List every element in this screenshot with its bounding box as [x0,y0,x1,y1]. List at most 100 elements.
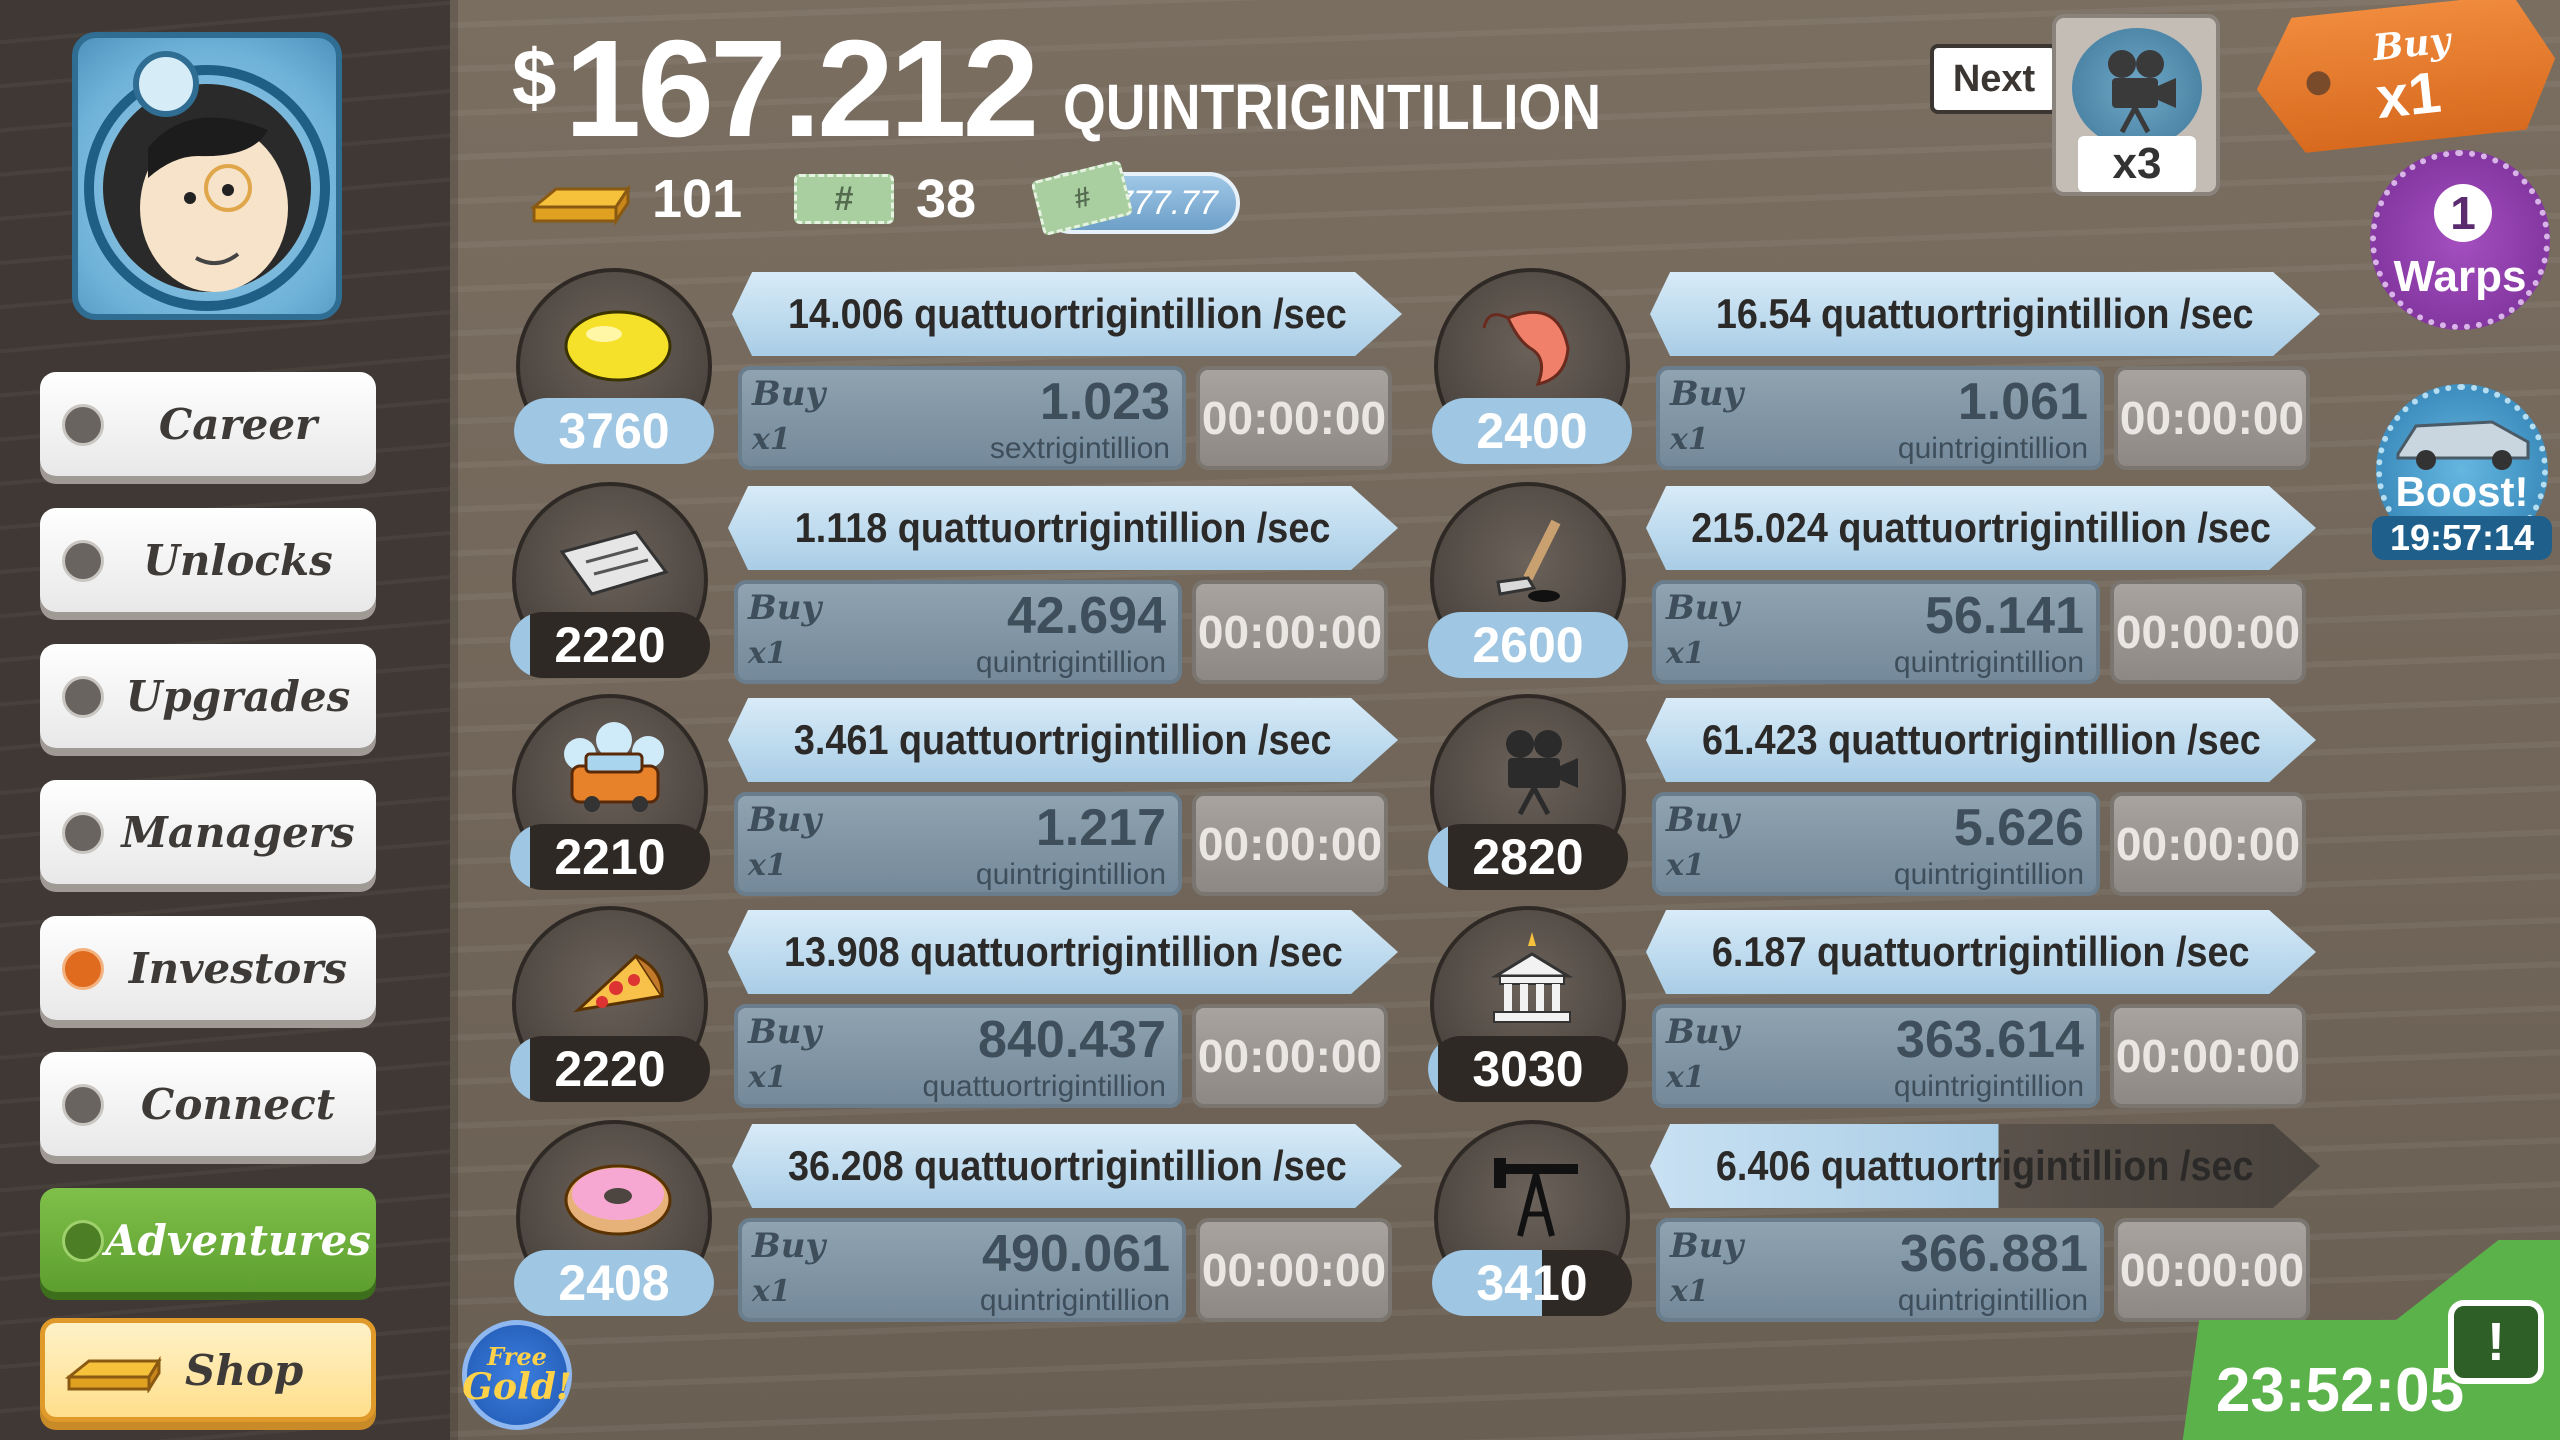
business-owned-count: 2220 [510,612,710,678]
unlocks-button[interactable]: Unlocks [40,508,376,612]
money-unit: QUINTRIGINTILLION [1063,71,1602,143]
business-timer: 00:00:00 [2110,792,2306,896]
owned-count: 2400 [1476,403,1588,459]
business-buy-button[interactable]: Buy x1 56.141 quintrigintillion [1652,580,2100,684]
rate-text: 6.187 quattuortrigintillion /sec [1712,928,2250,975]
buy-quantity: x1 [1670,422,1709,457]
connect-button[interactable]: Connect [40,1052,376,1156]
gold-count: 101 [652,169,743,229]
rate-text: 14.006 quattuortrigintillion /sec [787,290,1347,337]
business-progress-fill [1428,1036,1438,1102]
buy-label: Buy [1670,1226,1744,1266]
warps-label: Warps [2393,252,2527,301]
buy-label: Buy [748,800,822,840]
business-bank: 3030 6.187 quattuortrigintillion /sec Bu… [1428,906,2330,1116]
business-buy-button[interactable]: Buy x1 490.061 quintrigintillion [738,1218,1186,1322]
business-timer: 00:00:00 [2110,1004,2306,1108]
avatar[interactable] [72,32,342,320]
business-timer: 00:00:00 [2114,366,2310,470]
buy-label: Buy [1666,1012,1740,1052]
next-unlock-card[interactable]: x3 [2052,14,2220,196]
movie-camera-icon [1506,730,1578,816]
owned-count: 3030 [1472,1041,1584,1097]
business-buy-button[interactable]: Buy x1 363.614 quintrigintillion [1652,1004,2100,1108]
career-button[interactable]: Career [40,372,376,476]
money-amount: 167.212 [564,12,1040,166]
business-owned-count: 2600 [1428,612,1628,678]
donut-icon [564,1164,672,1236]
business-timer: 00:00:00 [1192,792,1388,896]
buy-quantity: x1 [748,848,787,883]
warps-button[interactable]: 1 Warps [2370,150,2550,330]
buy-cost-unit: quintrigintillion [1893,858,2084,891]
sidebar: Career Unlocks Upgrades Managers Investo… [0,0,450,1440]
car-wash-icon [564,722,664,812]
buy-label: Buy [1666,588,1740,628]
business-progress-fill [1428,824,1448,890]
time-machine-car-icon [2396,420,2530,470]
buy-cost: 1.023 [1039,373,1170,431]
adventures-label: Adventures [104,1215,372,1265]
buy-label: Buy [748,1012,822,1052]
shop-button[interactable]: Shop [40,1318,376,1422]
buy-cost: 490.061 [982,1225,1170,1283]
rate-text: 13.908 quattuortrigintillion /sec [783,928,1343,975]
rate-text: 1.118 quattuortrigintillion /sec [795,504,1331,551]
buy-quantity: x1 [1666,848,1705,883]
business-buy-button[interactable]: Buy x1 840.437 quattuortrigintillion [734,1004,1182,1108]
boost-button[interactable]: Boost! 19:57:14 [2372,384,2552,560]
buy-quantity: x1 [1666,1060,1705,1095]
career-indicator [62,404,104,446]
gold-counter[interactable]: 101 [526,168,742,230]
business-lemonade: 3760 14.006 quattuortrigintillion /sec B… [514,268,1416,478]
free-gold-line1: Free [487,1342,547,1371]
managers-button[interactable]: Managers [40,780,376,884]
rate-text: 3.461 quattuortrigintillion /sec [794,716,1332,763]
business-buy-button[interactable]: Buy x1 366.881 quintrigintillion [1656,1218,2104,1322]
megabucks-count: 38 [916,169,977,229]
upgrades-button[interactable]: Upgrades [40,644,376,748]
business-buy-button[interactable]: Buy x1 5.626 quintrigintillion [1652,792,2100,896]
investors-button[interactable]: Investors [40,916,376,1020]
buy-quantity: x1 [1670,1274,1709,1309]
buy-cost: 5.626 [1953,799,2084,857]
business-timer: 00:00:00 [1192,580,1388,684]
free-gold-button[interactable]: Free Gold! [462,1320,572,1430]
megabucks-multiplier[interactable]: # x777.77 [1030,159,1240,237]
business-timer: 00:00:00 [2114,1218,2310,1322]
business-rate: 6.187 quattuortrigintillion /sec [1646,910,2316,994]
owned-count: 2600 [1472,617,1584,673]
buy-cost-unit: quintrigintillion [1893,646,2084,679]
rate-text: 61.423 quattuortrigintillion /sec [1701,716,2261,763]
pizza-icon [573,953,665,1013]
business-buy-button[interactable]: Buy x1 1.061 quintrigintillion [1656,366,2104,470]
buy-label: Buy [1670,374,1744,414]
business-timer: 00:00:00 [2110,580,2306,684]
business-rate: 3.461 quattuortrigintillion /sec [728,698,1398,782]
owned-count: 3760 [558,403,670,459]
next-unlock-button[interactable]: Next [1930,44,2058,114]
next-unlock-multiplier: x3 [2078,136,2196,192]
business-timer: 00:00:00 [1196,1218,1392,1322]
business-progress-fill [514,398,714,464]
owned-count: 2210 [554,829,666,885]
business-buy-button[interactable]: Buy x1 1.217 quintrigintillion [734,792,1182,896]
hockey-stick-icon [1496,519,1561,602]
megabucks-counter[interactable]: # 38 [794,168,976,230]
investors-indicator [62,948,104,990]
business-buy-button[interactable]: Buy x1 42.694 quintrigintillion [734,580,1182,684]
business-newspaper: 2220 1.118 quattuortrigintillion /sec Bu… [510,482,1412,692]
capitalist-portrait-icon [84,51,330,311]
business-progress-fill [1428,612,1628,678]
buy-cost-unit: quintrigintillion [1893,1070,2084,1103]
buy-cost: 1.217 [1035,799,1166,857]
buy-label: Buy [752,1226,826,1266]
rate-text: 215.024 quattuortrigintillion /sec [1691,504,2271,551]
adventures-button[interactable]: Adventures [40,1188,376,1292]
managers-indicator [62,812,104,854]
tv-alert-icon[interactable]: ! [2448,1300,2544,1384]
gold-bars-icon [529,184,631,226]
business-buy-button[interactable]: Buy x1 1.023 sextrigintillion [738,366,1186,470]
career-label: Career [158,399,318,449]
business-rate: 16.54 quattuortrigintillion /sec [1650,272,2320,356]
